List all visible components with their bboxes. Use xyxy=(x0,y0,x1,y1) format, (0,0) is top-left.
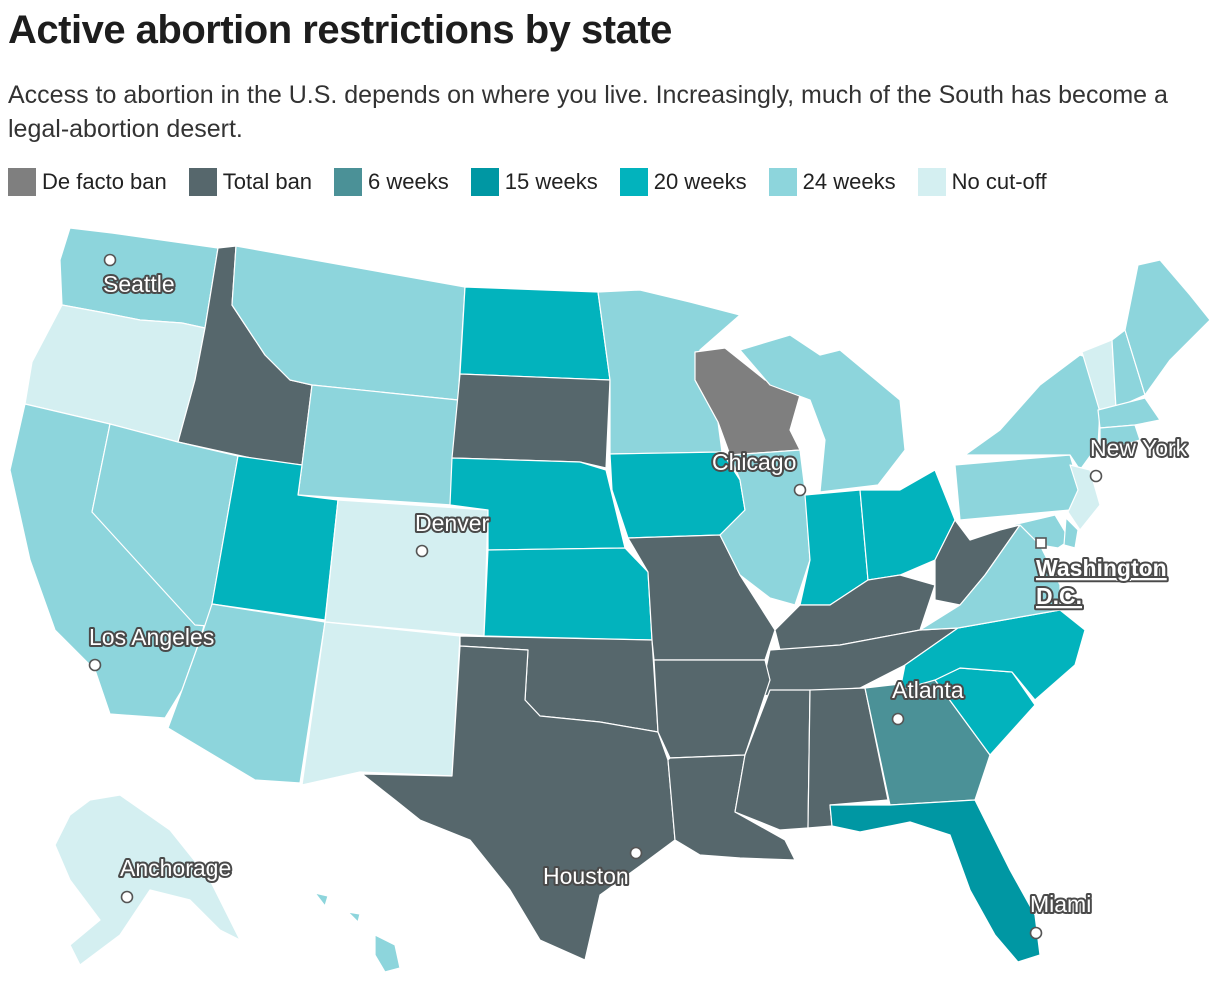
legend-swatch xyxy=(334,168,363,196)
city-dot-anchorage xyxy=(120,890,134,904)
legend-item-de-facto-ban: De facto ban xyxy=(8,168,167,196)
state-texas[interactable] xyxy=(361,645,676,961)
legend-swatch xyxy=(619,168,648,196)
city-marker-washington xyxy=(1035,537,1047,549)
state-maine[interactable] xyxy=(1124,259,1211,396)
city-label-new-york: New York xyxy=(1090,435,1188,461)
map-subtitle: Access to abortion in the U.S. depends o… xyxy=(8,81,1168,143)
legend-item-no-cut-off: No cut-off xyxy=(917,168,1047,196)
legend-swatch xyxy=(8,168,36,196)
legend-label: No cut-off xyxy=(951,169,1047,194)
state-new-mexico[interactable] xyxy=(301,621,461,786)
state-florida[interactable] xyxy=(829,799,1041,963)
city-label-seattle: Seattle xyxy=(103,271,175,297)
city-label-houston: Houston xyxy=(543,863,629,889)
state-kentucky[interactable] xyxy=(774,574,936,651)
state-pennsylvania[interactable] xyxy=(954,454,1081,521)
legend-item-6-weeks: 6 weeks xyxy=(334,168,449,196)
state-north-dakota[interactable] xyxy=(459,286,611,381)
city-dot-denver xyxy=(415,544,429,558)
state-illinois[interactable] xyxy=(719,449,811,606)
legend-item-24-weeks: 24 weeks xyxy=(768,168,896,196)
city-dot-chicago xyxy=(793,483,807,497)
legend-swatch xyxy=(917,168,946,196)
state-massachusetts[interactable] xyxy=(1097,397,1161,429)
city-dot-seattle xyxy=(103,253,117,267)
legend-label: 24 weeks xyxy=(802,169,896,194)
legend: De facto ban Total ban 6 weeks 15 weeks … xyxy=(8,168,1069,196)
map-title: Active abortion restrictions by state xyxy=(8,8,672,52)
state-michigan[interactable] xyxy=(739,334,906,493)
state-new-jersey[interactable] xyxy=(1067,464,1101,531)
city-label-chicago: Chicago xyxy=(712,449,796,475)
city-dot-miami xyxy=(1029,926,1043,940)
legend-label: 15 weeks xyxy=(504,169,598,194)
state-delaware[interactable] xyxy=(1063,517,1079,549)
city-dot-atlanta xyxy=(891,712,905,726)
city-label-los-angeles: Los Angeles xyxy=(89,624,214,650)
state-alaska[interactable] xyxy=(54,794,241,966)
state-wyoming[interactable] xyxy=(297,384,459,506)
state-connecticut-ri[interactable] xyxy=(1099,424,1141,453)
legend-swatch xyxy=(768,168,797,196)
state-new-york[interactable] xyxy=(964,354,1101,471)
state-maryland[interactable] xyxy=(999,514,1071,549)
state-hawaii[interactable] xyxy=(314,892,401,973)
city-dot-los-angeles xyxy=(88,658,102,672)
city-label-miami: Miami xyxy=(1030,891,1091,917)
city-label-atlanta: Atlanta xyxy=(892,677,964,703)
legend-item-20-weeks: 20 weeks xyxy=(619,168,747,196)
legend-swatch xyxy=(470,168,499,196)
legend-item-15-weeks: 15 weeks xyxy=(470,168,598,196)
state-south-dakota[interactable] xyxy=(451,373,611,469)
city-dot-houston xyxy=(629,846,643,860)
state-kansas[interactable] xyxy=(483,547,653,641)
legend-label: 20 weeks xyxy=(653,169,747,194)
legend-label: 6 weeks xyxy=(368,169,449,194)
us-map: Seattle Chicago New York Denver Washingt… xyxy=(9,227,1211,973)
state-wisconsin[interactable] xyxy=(694,347,801,456)
city-label-denver: Denver xyxy=(415,510,489,536)
legend-swatch xyxy=(188,168,217,196)
city-dot-new-york xyxy=(1089,469,1103,483)
city-label-anchorage: Anchorage xyxy=(120,855,231,881)
legend-label: De facto ban xyxy=(42,169,167,194)
legend-label: Total ban xyxy=(222,169,313,194)
legend-item-total-ban: Total ban xyxy=(188,168,313,196)
city-label-washington: Washington D.C. xyxy=(1036,555,1167,609)
